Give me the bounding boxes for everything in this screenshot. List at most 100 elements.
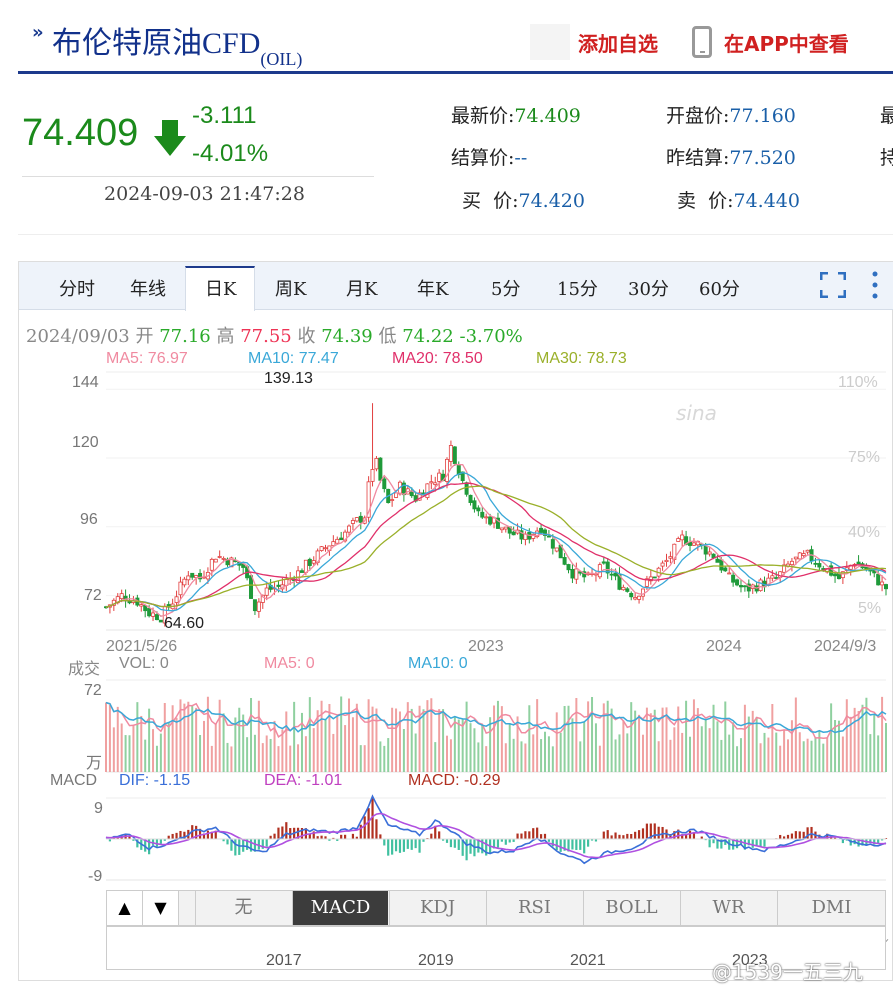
period-tabs: 分时 年线 日K 周K 月K 年K 5分 15分 30分 60分 — [19, 262, 893, 311]
candle-body — [154, 614, 159, 621]
candle-body — [813, 562, 818, 565]
indicator-boll[interactable]: BOLL — [583, 891, 679, 925]
candle-body — [390, 499, 395, 501]
fullscreen-icon[interactable] — [820, 272, 846, 298]
info-low: 74.22 — [402, 326, 454, 347]
candle-body — [723, 567, 728, 572]
candle-body — [158, 619, 163, 623]
info-low-label: 低 — [378, 326, 397, 347]
ask-price-field: 卖 价:74.440 — [677, 186, 800, 213]
tab-year-line[interactable]: 年线 — [130, 279, 166, 300]
add-favorite-button[interactable]: 添加自选 — [578, 32, 658, 56]
candle-body — [445, 458, 450, 482]
instrument-code: (OIL) — [260, 49, 303, 69]
candle-body — [213, 558, 218, 563]
nav-label-2017: 2017 — [266, 952, 302, 969]
candle-body — [703, 545, 708, 555]
candle-body — [366, 481, 371, 518]
candle-body — [503, 526, 508, 530]
candle-body — [260, 594, 265, 603]
candle-body — [644, 578, 649, 587]
candle-body — [209, 558, 214, 571]
y-tick-144: 144 — [72, 374, 99, 391]
candle-body — [566, 564, 571, 571]
tab-intraday[interactable]: 分时 — [59, 279, 95, 300]
indicator-none[interactable]: 无 — [195, 891, 291, 925]
candle-body — [429, 481, 434, 484]
candle-body — [688, 541, 693, 546]
candle-body — [307, 558, 312, 566]
candle-body — [570, 568, 575, 579]
range-navigator[interactable] — [106, 926, 886, 970]
candle-body — [633, 597, 638, 600]
candle-body — [468, 494, 473, 503]
indicator-kdj[interactable]: KDJ — [389, 891, 485, 925]
candle-body — [256, 601, 261, 612]
candle-body — [640, 588, 645, 597]
x-label-start: 2021/5/26 — [106, 638, 178, 655]
price-change-percent: -4.01% — [192, 140, 269, 167]
candle-body — [303, 559, 308, 573]
section-divider — [18, 234, 893, 235]
candle-body — [511, 531, 516, 536]
tab-yearly-k[interactable]: 年K — [417, 279, 449, 300]
cut-field-2: 持 — [880, 147, 893, 169]
candle-body — [597, 564, 602, 578]
annotation-low: 64.60 — [164, 615, 205, 632]
annotation-high: 139.13 — [264, 370, 313, 387]
candle-body — [735, 579, 740, 586]
info-close-label: 收 — [297, 326, 316, 347]
candle-body — [789, 560, 794, 566]
more-icon[interactable] — [870, 270, 880, 300]
tab-60min[interactable]: 60分 — [699, 279, 740, 300]
indicator-macd[interactable]: MACD — [292, 891, 388, 925]
ma10-line — [105, 471, 887, 612]
tab-weekly-k[interactable]: 周K — [275, 279, 307, 300]
candle-body — [229, 557, 234, 568]
prev-indicator-button[interactable]: ▲ — [107, 891, 143, 925]
right-tick-110: 110% — [838, 374, 878, 391]
right-tick-5: 5% — [858, 600, 882, 617]
info-pct: -3.70% — [459, 326, 523, 347]
next-indicator-button[interactable]: ▼ — [143, 891, 179, 925]
candle-body — [652, 576, 657, 579]
tab-15min[interactable]: 15分 — [557, 279, 598, 300]
open-in-app-link[interactable]: 在APP中查看 — [724, 32, 849, 56]
candle-body — [715, 558, 720, 563]
bid-price-field: 买 价:74.420 — [462, 186, 585, 213]
bid-price-value: 74.420 — [518, 190, 585, 212]
indicator-dmi[interactable]: DMI — [777, 891, 885, 925]
y-tick-96: 96 — [80, 511, 98, 528]
candle-body — [554, 547, 559, 552]
macd-dif: DIF: -1.15 — [119, 772, 191, 789]
indicator-wr[interactable]: WR — [680, 891, 776, 925]
candle-body — [358, 515, 363, 523]
candle-body — [742, 585, 747, 588]
indicator-rsi[interactable]: RSI — [486, 891, 582, 925]
candle-body — [499, 527, 504, 531]
candle-body — [550, 539, 555, 549]
candle-body — [147, 608, 152, 617]
candle-body — [625, 588, 630, 592]
current-price: 74.409 — [22, 112, 139, 154]
candle-body — [190, 572, 195, 578]
active-tab-indicator — [185, 266, 255, 311]
candle-body — [495, 517, 500, 529]
tab-monthly-k[interactable]: 月K — [346, 279, 378, 300]
candle-body — [613, 573, 618, 577]
candle-body — [817, 563, 822, 568]
tab-30min[interactable]: 30分 — [628, 279, 669, 300]
tab-daily-k[interactable]: 日K — [205, 279, 237, 300]
cut-field-1: 最 — [880, 105, 893, 127]
candle-body — [347, 525, 352, 533]
candle-body — [472, 500, 477, 510]
candle-body — [448, 445, 453, 462]
candle-body — [343, 531, 348, 542]
tab-5min[interactable]: 5分 — [491, 279, 521, 300]
candle-body — [335, 538, 340, 544]
info-open-label: 开 — [135, 326, 154, 347]
phone-icon[interactable] — [692, 26, 712, 58]
candle-body — [574, 568, 579, 580]
candle-body — [433, 482, 438, 485]
